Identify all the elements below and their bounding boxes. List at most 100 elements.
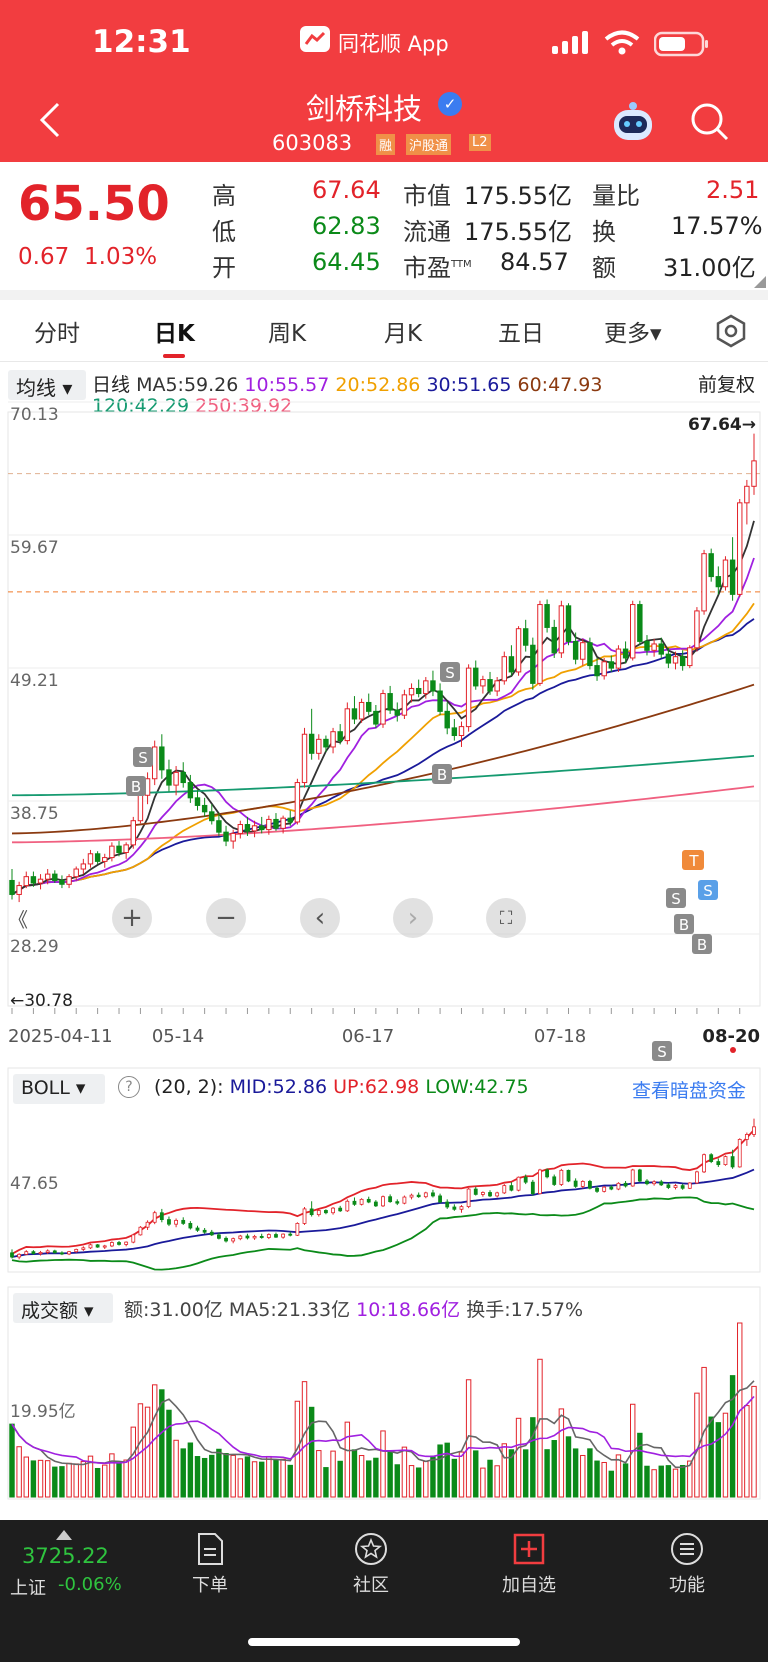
candle-body [116,845,122,853]
boll-candle-body [709,1154,714,1162]
indicator-selector[interactable]: BOLL ▾ [13,1074,105,1104]
boll-candle-body [295,1223,300,1236]
tab-weekly-k[interactable]: 周K [268,321,307,347]
candle-body [415,687,422,695]
amount-bar [430,1455,436,1498]
chart-left-icon[interactable]: 《 [8,908,28,932]
boll-candle-body [117,1242,121,1245]
candle-body [701,553,707,612]
amount-bar [337,1460,343,1498]
adjust-mode[interactable]: 前复权 [698,374,756,396]
boll-candle-body [637,1169,642,1182]
collapse-up-icon[interactable] [56,1530,72,1540]
tab-monthly-k[interactable]: 月K [384,321,423,347]
tab-daily-k[interactable]: 日K [154,321,195,347]
boll-candle-body [566,1169,571,1182]
search-icon[interactable] [690,102,730,146]
tab-five-day[interactable]: 五日 [498,321,544,347]
candle-body [644,640,650,651]
amount-bar [601,1461,607,1498]
boll-candle-body [545,1169,549,1178]
candle-body [530,644,536,684]
candle-body [80,863,87,870]
amount-bar [380,1430,386,1498]
badge-l2: L2 [469,134,491,151]
back-icon[interactable] [38,100,62,144]
settings-hex-icon[interactable] [714,314,748,352]
y-tick-label: 49.21 [10,671,59,691]
boll-candle-body [302,1208,307,1224]
tab-more[interactable]: 更多▾ [604,321,662,347]
candle-body [294,782,301,823]
boll-candle-body [259,1235,264,1238]
kline-svg: SBSBSBTSBSBT 70.1359.6749.2138.7528.2967… [7,401,761,1061]
candle-body [166,769,172,786]
low-label: 低 [212,218,236,246]
candle-body [622,648,629,659]
candle-body [672,656,679,664]
amount-bar [366,1460,372,1498]
boll-candle-body [174,1219,178,1225]
expand-corner-icon[interactable] [754,276,766,288]
nav-functions[interactable]: 功能 [632,1532,742,1597]
index-value[interactable]: 3725.22 [22,1544,109,1568]
volume-selector[interactable]: 成交额 ▾ [13,1293,113,1323]
nav-order[interactable]: 下单 [155,1532,265,1597]
ma-selector[interactable]: 均线 ▾ [8,370,86,400]
candle-body [665,653,672,664]
boll-candle-body [737,1139,742,1168]
amount-bar [52,1466,58,1498]
pan-right-button[interactable]: › [393,898,433,938]
y-tick-label: 59.67 [10,538,59,558]
boll-candle-body [516,1176,521,1191]
candle-body [487,679,493,692]
candle-body [16,885,22,895]
candle-body [708,553,714,578]
amount-bar [237,1458,244,1498]
boll-candle-body [316,1210,321,1216]
candle-body [537,604,543,684]
amount-bar [451,1458,458,1498]
grid [8,401,760,935]
boll-y-tick: 47.65 [10,1174,59,1194]
boll-candle-body [459,1206,464,1210]
boll-candle-body [373,1201,378,1207]
amount-bar [30,1460,37,1498]
zoom-in-button[interactable]: + [112,898,152,938]
help-icon[interactable]: ? [118,1076,140,1098]
amount-bar [23,1456,29,1498]
amount-bar [501,1443,508,1498]
amount-bar [358,1455,365,1498]
amount-panel: 成交额 ▾ 额:31.00亿 MA5:21.33亿 10:18.66亿 换手:1… [0,1283,768,1501]
boll-candle-body [602,1186,607,1192]
volume-ratio-value: 2.51 [706,176,760,204]
candle-body [515,628,522,673]
boll-candle-body [266,1234,271,1238]
stock-code: 603083 [272,131,353,155]
kline-chart-area[interactable]: 均线 ▾ 日线 MA5:59.26 10:55.57 20:52.86 30:5… [0,362,768,1062]
dark-pool-link[interactable]: 查看暗盘资金 [632,1080,747,1102]
candle-body [109,845,115,859]
nav-community[interactable]: 社区 [316,1532,426,1597]
amount-bar [330,1450,336,1498]
zoom-out-button[interactable]: − [206,898,246,938]
boll-candle-body [509,1185,514,1191]
svg-text:B: B [679,916,689,934]
boll-candle-body [388,1196,393,1203]
current-date-dot [730,1047,736,1053]
boll-candle-body [345,1200,350,1212]
ma120-line [11,754,755,797]
tab-intraday[interactable]: 分时 [34,321,80,347]
amount-bar [658,1465,664,1498]
candle-body [280,817,286,829]
boll-candle-body [431,1192,435,1197]
boll-candle-body [95,1244,100,1248]
robot-assistant-icon[interactable] [610,100,656,146]
boll-candle-body [324,1210,328,1214]
trade-marker-b: B [674,914,694,934]
fullscreen-button[interactable]: ⛶ [486,898,526,938]
candle-body [715,576,722,588]
nav-add-watchlist[interactable]: 加自选 [474,1532,584,1597]
ma-type: 日线 [92,374,131,396]
pan-left-button[interactable]: ‹ [300,898,340,938]
